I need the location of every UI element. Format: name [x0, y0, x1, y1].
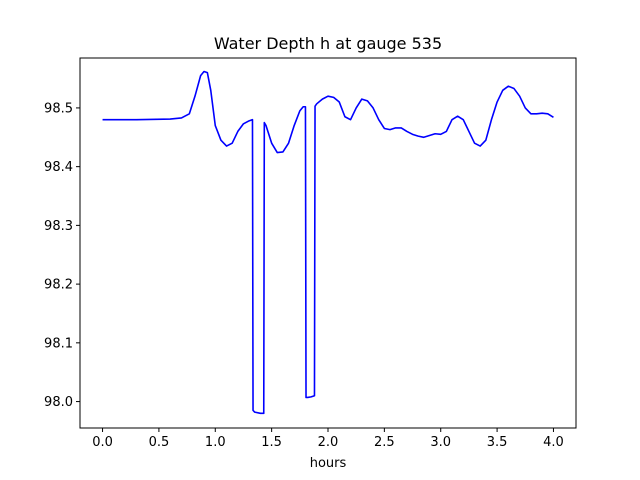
y-tick-label: 98.4: [44, 160, 73, 175]
x-tick-label: 3.0: [430, 435, 451, 450]
x-tick-label: 0.0: [92, 435, 113, 450]
y-tick-label: 98.2: [44, 278, 73, 293]
y-tick-label: 98.1: [44, 336, 73, 351]
series-line-0: [102, 70, 554, 415]
x-tick-label: 4.0: [543, 435, 564, 450]
chart-title: Water Depth h at gauge 535: [214, 34, 442, 53]
x-tick-label: 0.5: [149, 435, 170, 450]
x-tick-label: 1.0: [205, 435, 226, 450]
plot-frame: [79, 57, 577, 429]
y-tick-label: 98.5: [44, 101, 73, 116]
x-tick-label: 1.5: [261, 435, 282, 450]
x-tick-label: 2.5: [374, 435, 395, 450]
x-tick-label: 2.0: [318, 435, 339, 450]
y-tick-label: 98.0: [44, 395, 73, 410]
x-axis-label: hours: [310, 456, 347, 471]
y-tick-label: 98.3: [44, 219, 73, 234]
x-tick-label: 3.5: [487, 435, 508, 450]
